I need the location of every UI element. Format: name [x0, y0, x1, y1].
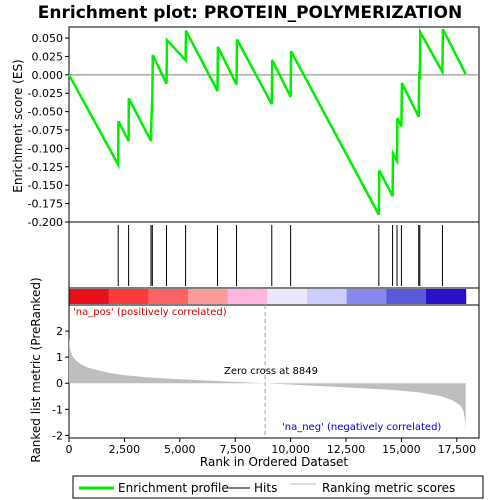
negative-correlation-label: 'na_neg' (negatively correlated): [282, 422, 441, 433]
metric-y-tick-label: -2: [52, 429, 63, 442]
chart-title: Enrichment plot: PROTEIN_POLYMERIZATION: [38, 3, 462, 23]
es-y-tick-label: -0.025: [28, 87, 63, 100]
es-y-tick-label: -0.175: [28, 198, 63, 211]
band-cell: [148, 289, 189, 304]
metric-y-tick-label: -1: [52, 403, 63, 416]
metric-y-tick-label: 2: [56, 325, 63, 338]
es-y-tick-label: 0.050: [32, 32, 64, 45]
legend-hits-label: Hits: [254, 481, 277, 495]
es-y-tick-label: 0.025: [32, 50, 64, 63]
es-y-tick-label: -0.100: [28, 142, 63, 155]
metric-y-tick-label: 1: [56, 351, 63, 364]
metric-y-axis-label: Ranked list metric (PreRanked): [29, 277, 43, 462]
hits-panel: [68, 221, 480, 289]
ranking-heatmap-band: [68, 287, 480, 306]
band-cell: [386, 289, 427, 304]
es-panel: 0.050 0.025 0.000 -0.025 -0.050 -0.075 -0.100 -…: [11, 26, 480, 229]
legend-frame: [72, 475, 484, 499]
enrichment-profile-line: [67, 27, 467, 216]
x-tick-label: 17,500: [438, 443, 477, 456]
es-y-ticks: 0.050 0.025 0.000 -0.025 -0.050 -0.075 -0.100 -…: [28, 32, 69, 229]
band-cell: [426, 289, 467, 304]
band-cell: [267, 289, 308, 304]
es-y-tick-label: -0.150: [28, 179, 63, 192]
hit-lines: [117, 225, 443, 286]
x-tick-label: 2,500: [109, 443, 141, 456]
legend-metric-label: Ranking metric scores: [322, 481, 455, 495]
es-y-tick-label: -0.075: [28, 124, 63, 137]
legend: Enrichment profile Hits Ranking metric s…: [72, 475, 484, 499]
es-y-tick-label: 0.000: [32, 69, 64, 82]
x-axis-label: Rank in Ordered Dataset: [200, 455, 348, 469]
hits-panel-frame: [68, 221, 480, 289]
zero-cross-label: Zero cross at 8849: [224, 366, 318, 377]
ranking-metric-area: [69, 337, 466, 433]
x-tick-label: 12,500: [327, 443, 366, 456]
x-tick-label: 5,000: [164, 443, 196, 456]
x-tick-label: 0: [66, 443, 73, 456]
metric-panel-frame: [68, 304, 480, 439]
metric-panel: 2 1 0 -1 -2 0 2,500 5,000 7,500 10,000 12,500 15,0…: [29, 277, 480, 469]
es-y-tick-label: -0.200: [28, 216, 63, 229]
metric-x-ticks: 0 2,500 5,000 7,500 10,000 12,500 15,000 17,500: [66, 438, 477, 456]
metric-y-tick-label: 0: [56, 377, 63, 390]
x-tick-label: 15,000: [382, 443, 421, 456]
x-tick-label: 10,000: [271, 443, 310, 456]
legend-enrichment-label: Enrichment profile: [118, 481, 229, 495]
band-cell: [69, 289, 110, 304]
band-cell: [346, 289, 387, 304]
es-y-tick-label: -0.050: [28, 106, 63, 119]
x-tick-label: 7,500: [219, 443, 251, 456]
band-cell: [227, 289, 268, 304]
es-y-tick-label: -0.125: [28, 161, 63, 174]
positive-correlation-label: 'na_pos' (positively correlated): [73, 307, 227, 318]
es-panel-frame: [68, 26, 480, 223]
metric-y-ticks: 2 1 0 -1 -2: [52, 325, 69, 442]
band-cell: [108, 289, 149, 304]
band-cell: [188, 289, 229, 304]
es-y-axis-label: Enrichment score (ES): [11, 59, 25, 192]
band-cell: [307, 289, 348, 304]
